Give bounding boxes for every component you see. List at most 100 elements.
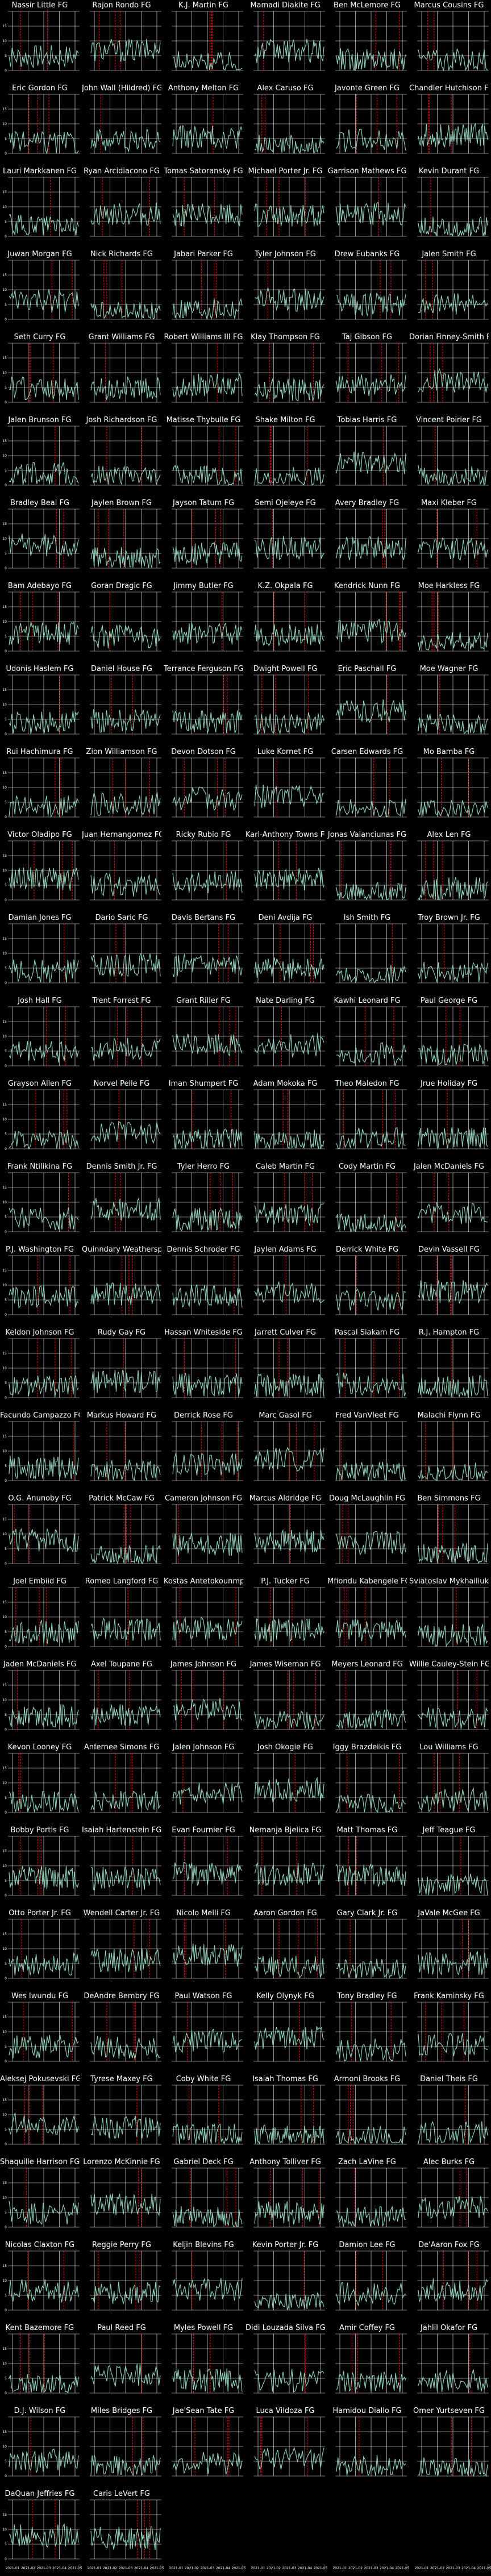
panel-title: Pascal Siakam FG xyxy=(334,1328,400,1337)
y-tick-label: 5 xyxy=(5,2542,7,2546)
series-line xyxy=(336,374,406,397)
series-line xyxy=(336,619,406,644)
y-tick-label: 15 xyxy=(2,522,7,526)
panel-title: Josh Richardson FG xyxy=(86,416,157,424)
y-tick-label: 5 xyxy=(5,801,7,805)
panel-title: Mfiondu Kabengele FG xyxy=(327,1577,407,1586)
chart-panel: Josh Richardson FG xyxy=(82,415,164,498)
panel-plot xyxy=(335,260,407,320)
y-tick-label: 15 xyxy=(2,107,7,111)
series-line xyxy=(336,881,406,901)
chart-panel: Hamidou Diallo FG xyxy=(327,2406,409,2489)
panel-plot xyxy=(417,1255,489,1315)
panel-plot xyxy=(417,177,489,237)
series-line xyxy=(336,1619,406,1641)
panel-title: Miles Bridges FG xyxy=(90,2407,153,2415)
panel-plot: 0 5 10 15 xyxy=(2,11,80,73)
panel-plot xyxy=(253,2085,325,2145)
series-line xyxy=(336,1213,406,1233)
panel-title: Juan Hernangomez FG xyxy=(82,831,161,839)
panel-plot xyxy=(90,2250,161,2311)
x-axis-labels: 2021-01 2021-02 2021-03 2021-04 2021-05 xyxy=(251,2566,327,2570)
panel-title: Doug McLaughlin FG xyxy=(328,1494,406,1503)
y-tick-label: 15 xyxy=(2,1103,7,1107)
chart-panel: Jarrett Culver FG xyxy=(246,1327,327,1410)
chart-panel: De'Aaron Fox FG xyxy=(409,2240,491,2323)
panel-title: Jaden McDaniels FG xyxy=(3,1660,77,1669)
chart-panel: Paul Reed FG xyxy=(82,2323,164,2406)
x-tick-label: 2021-03 xyxy=(446,2566,460,2570)
chart-panel: Malachi Flynn FG xyxy=(409,1410,491,1493)
panel-title: Lauri Markkanen FG xyxy=(2,167,77,176)
panel-title: Nick Richards FG xyxy=(90,250,153,259)
y-tick-label: 10 xyxy=(2,122,7,126)
chart-panel: Kent Bazemore FG 0 5 10 15 xyxy=(0,2323,82,2406)
series-line xyxy=(336,2454,406,2477)
series-line xyxy=(336,2126,406,2145)
series-line xyxy=(418,1951,488,1976)
y-tick-label: 10 xyxy=(2,2362,7,2366)
panel-plot xyxy=(172,2167,243,2228)
y-tick-label: 10 xyxy=(2,1366,7,1370)
series-line xyxy=(9,959,79,983)
panel-plot xyxy=(90,1006,161,1066)
y-tick-label: 0 xyxy=(5,235,7,239)
series-line xyxy=(9,214,79,236)
series-line xyxy=(172,2123,243,2144)
panel-title: Lorenzo McKinnie FG xyxy=(83,2158,160,2166)
y-tick-label: 10 xyxy=(2,2528,7,2532)
series-line xyxy=(9,289,79,313)
chart-panel: Jalen Johnson FG xyxy=(164,1742,246,1825)
x-tick-label: 2021-04 xyxy=(52,2566,66,2570)
y-tick-label: 0 xyxy=(5,1147,7,1151)
panel-title: Luca Vildoza FG xyxy=(256,2407,315,2415)
chart-panel: Nicolas Claxton FG 0 5 10 15 xyxy=(0,2240,82,2323)
chart-panel: R.J. Hampton FG xyxy=(409,1327,491,1410)
chart-panel: Ben Simmons FG xyxy=(409,1493,491,1576)
panel-title: Aleksej Pokusevski FG xyxy=(0,2075,80,2083)
series-line xyxy=(90,1197,161,1221)
panel-plot xyxy=(253,1836,325,1896)
panel-plot xyxy=(253,2002,325,2062)
series-line xyxy=(90,952,161,977)
panel-title: Terrance Ferguson FG xyxy=(164,665,243,673)
panel-plot xyxy=(90,1089,161,1149)
panel-plot xyxy=(253,260,325,320)
panel-title: Kostas Antetokounmpo FG xyxy=(164,1577,243,1586)
series-line xyxy=(254,2446,324,2470)
chart-panel: Reggie Perry FG xyxy=(82,2240,164,2323)
panel-plot xyxy=(253,1753,325,1813)
y-tick-label: 0 xyxy=(5,2391,7,2395)
series-line xyxy=(172,1533,243,1556)
chart-panel: Jayson Tatum FG xyxy=(164,498,246,581)
panel-plot xyxy=(253,2416,325,2477)
chart-panel: Tobias Harris FG xyxy=(327,415,409,498)
chart-panel: Romeo Langford FG xyxy=(82,1576,164,1659)
series-line xyxy=(418,465,488,486)
panel-plot xyxy=(90,177,161,237)
series-line xyxy=(418,2369,488,2392)
chart-panel: Gary Clark Jr. FG xyxy=(327,1908,409,1991)
chart-panel: Doug McLaughlin FG xyxy=(327,1493,409,1576)
y-tick-label: 5 xyxy=(5,552,7,556)
panel-title: Tyler Johnson FG xyxy=(255,250,316,259)
chart-panel: Jeff Teague FG xyxy=(409,1825,491,1908)
panel-title: Ryan Arcidiacono FG xyxy=(84,167,160,176)
panel-plot: 0 5 10 15 xyxy=(2,1753,80,1815)
panel-title: Caleb Martin FG xyxy=(255,1162,315,1171)
y-tick-label: 15 xyxy=(2,1849,7,1853)
series-line xyxy=(9,711,79,734)
panel-plot xyxy=(335,343,407,403)
chart-panel: Caleb Martin FG xyxy=(246,1161,327,1244)
panel-title: Josh Hall FG xyxy=(18,997,62,1005)
series-line xyxy=(90,2455,161,2477)
chart-panel: Luca Vildoza FG xyxy=(246,2406,327,2489)
panel-title: Maxi Kleber FG xyxy=(421,499,477,507)
y-tick-label: 10 xyxy=(2,288,7,292)
y-tick-label: 10 xyxy=(2,869,7,873)
y-tick-label: 10 xyxy=(2,1781,7,1785)
y-tick-label: 0 xyxy=(5,566,7,570)
panel-title: Sviatoslav Mykhailiuk FG xyxy=(409,1577,489,1586)
series-line xyxy=(9,795,79,818)
panel-plot xyxy=(172,508,243,569)
